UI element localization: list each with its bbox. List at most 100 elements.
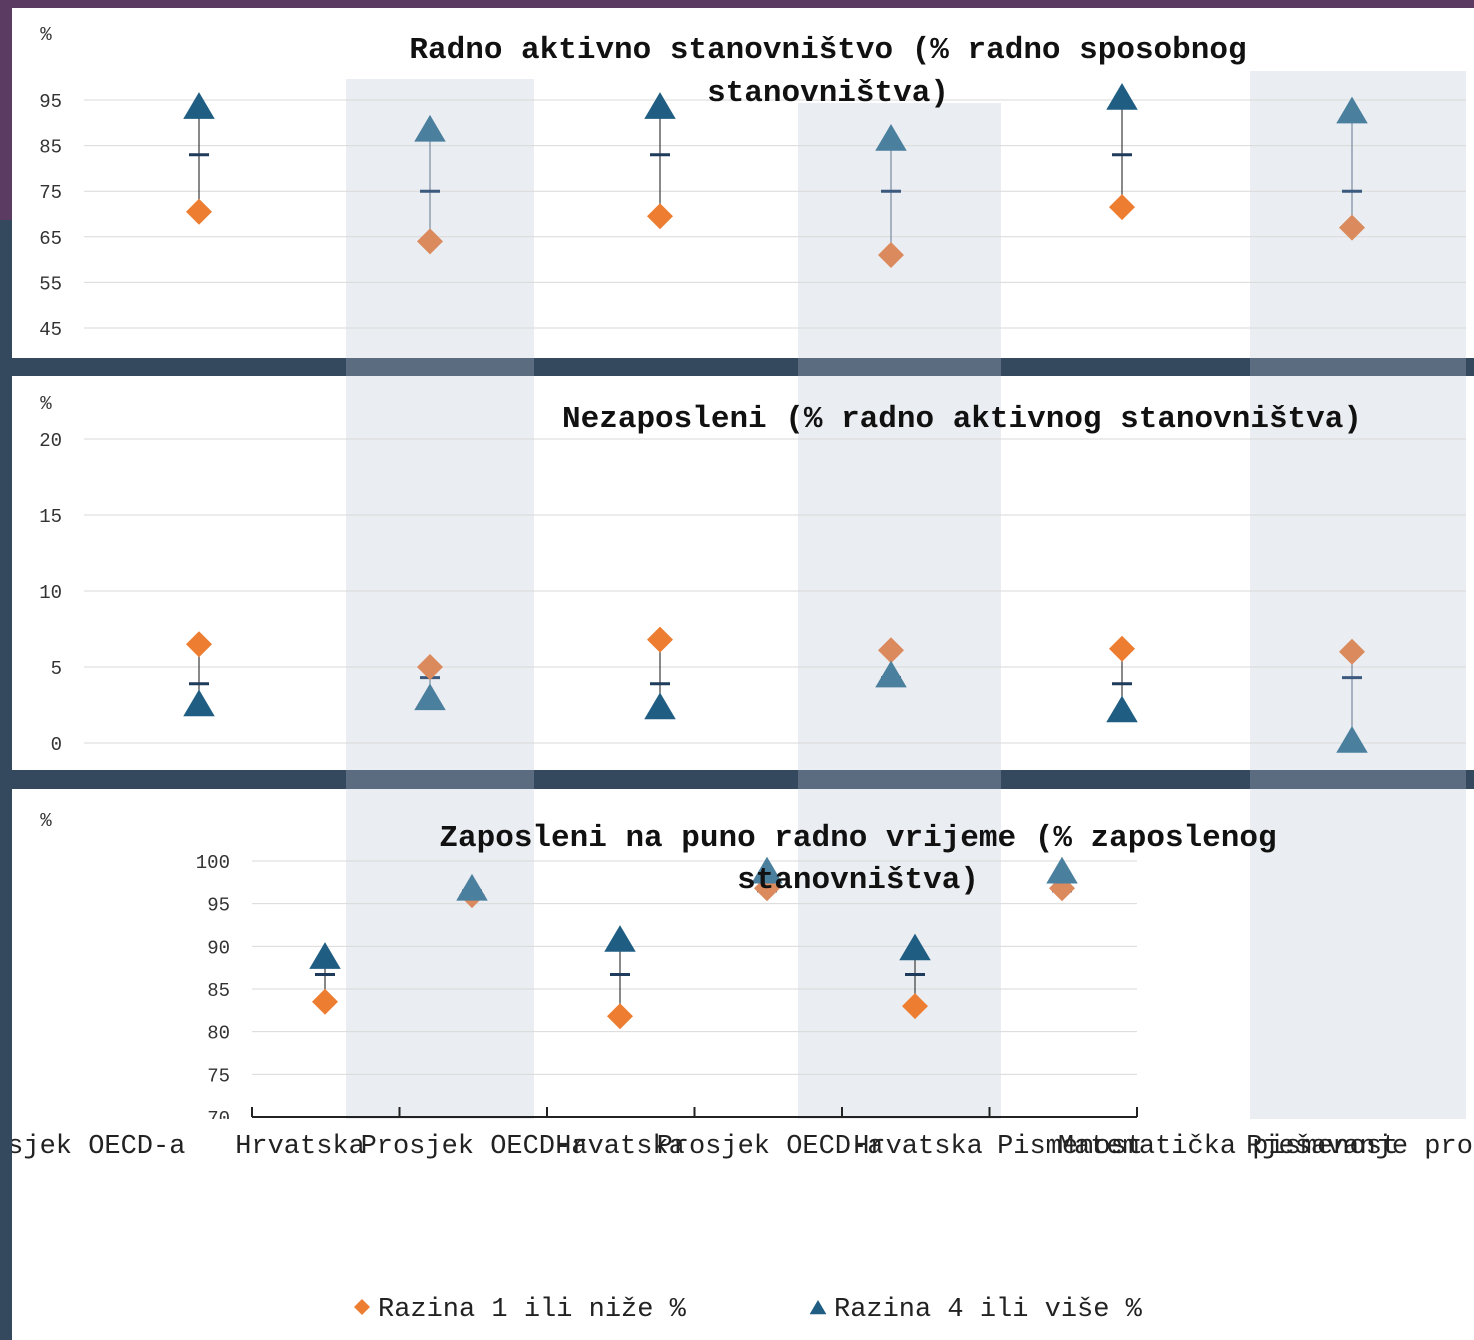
highlight-band-gap-bottom-3 <box>1250 770 1466 789</box>
y-tick-label: 75 <box>207 1065 230 1087</box>
left-decoration-strip <box>0 0 12 220</box>
level1-diamond <box>878 242 904 269</box>
x-category-label: Prosjek OECD-a <box>657 1132 884 1162</box>
level4-triangle <box>875 660 907 688</box>
chart-title-line: Radno aktivno stanovništvo (% radno spos… <box>409 33 1246 68</box>
level4-triangle <box>414 683 446 711</box>
legend-triangle-icon <box>809 1300 827 1315</box>
y-axis-label: % <box>40 810 52 832</box>
chart-title: Zaposleni na puno radno vrijeme (% zapos… <box>439 821 1276 898</box>
level4-triangle <box>604 925 636 952</box>
level1-diamond <box>1339 214 1365 241</box>
y-tick-label: 90 <box>207 937 230 959</box>
y-tick-label: 85 <box>207 980 230 1002</box>
legend-label: Razina 4 ili više % <box>834 1295 1143 1325</box>
highlight-band-2 <box>798 103 1001 1119</box>
highlight-band-gap-top-2 <box>798 358 1001 376</box>
highlight-band-1 <box>346 79 534 1119</box>
y-tick-label: 75 <box>39 182 62 204</box>
level1-diamond <box>186 631 212 658</box>
chart-plots: 45 55 65 75 85 95% Radno aktivno stanovništvo … <box>39 24 1466 1130</box>
highlight-band-gap-bottom-1 <box>346 770 534 789</box>
panel-2 <box>12 376 1474 770</box>
level4-triangle <box>183 92 215 119</box>
x-category-label: Hrvatska <box>235 1132 365 1162</box>
chart-panels <box>12 8 1474 1119</box>
y-tick-label: 5 <box>51 658 62 680</box>
x-category-label: Prosjek OECD-a <box>0 1132 185 1162</box>
level1-diamond <box>312 988 338 1015</box>
x-category-label: Matematička pismenost <box>1058 1132 1398 1162</box>
panel-1 <box>12 8 1474 358</box>
top-decoration-strip <box>0 0 1474 8</box>
chart-title-line: Nezaposleni (% radno aktivnog stanovništ… <box>562 402 1362 437</box>
legend-label: Razina 1 ili niže % <box>378 1295 687 1325</box>
level1-diamond <box>607 1003 633 1030</box>
chart-title-line: Zaposleni na puno radno vrijeme (% zapos… <box>439 821 1276 856</box>
level4-triangle <box>1046 856 1078 884</box>
y-tick-label: 100 <box>196 852 230 874</box>
y-tick-label: 10 <box>39 582 62 604</box>
level4-triangle <box>644 92 676 119</box>
y-tick-label: 80 <box>207 1023 230 1045</box>
level4-triangle <box>456 873 488 901</box>
level4-triangle <box>309 942 341 969</box>
y-tick-label: 20 <box>39 430 62 452</box>
chart-3: 707580859095100%Zaposleni na puno radno … <box>40 810 1276 1130</box>
highlight-band-gap-bottom-2 <box>798 770 1001 789</box>
chart-legend: Razina 1 ili niže % Razina 4 ili više % <box>354 1295 1143 1325</box>
bottom-panel <box>0 1119 1474 1340</box>
level1-diamond <box>417 654 443 680</box>
chart-title: Nezaposleni (% radno aktivnog stanovništ… <box>562 402 1362 437</box>
x-category-label: Rješavanje problema <box>1246 1132 1474 1162</box>
level4-triangle <box>1106 83 1138 110</box>
level1-diamond <box>417 228 443 255</box>
y-tick-label: 85 <box>39 137 62 159</box>
level4-triangle <box>751 856 783 884</box>
x-category-label: Hrvatska <box>853 1132 983 1162</box>
bottom-left-edge <box>0 1119 12 1340</box>
y-axis-label: % <box>40 24 52 46</box>
y-tick-label: 95 <box>207 895 230 917</box>
level1-diamond <box>647 203 673 230</box>
legend-diamond-icon <box>354 1299 370 1315</box>
highlight-band-gap-top-3 <box>1250 358 1466 376</box>
chart-title-line: stanovništva) <box>737 863 979 898</box>
level4-triangle <box>414 114 446 142</box>
level4-triangle <box>183 689 215 717</box>
level1-diamond <box>902 993 928 1020</box>
highlight-band-gap-top-1 <box>346 358 534 376</box>
x-category-label: Prosjek OECD-a <box>361 1132 588 1162</box>
level1-diamond <box>1109 194 1135 221</box>
chart-title: Radno aktivno stanovništvo (% radno spos… <box>409 33 1246 111</box>
panel-3 <box>12 789 1474 1119</box>
background-decoration <box>0 0 1474 220</box>
level1-diamond <box>878 637 904 664</box>
level4-triangle <box>1336 96 1368 124</box>
y-tick-label: 15 <box>39 506 62 528</box>
chart-1: 45 55 65 75 85 95% Radno aktivno stanovništvo … <box>39 24 1466 341</box>
y-tick-label: 45 <box>39 319 62 341</box>
level4-triangle <box>899 933 931 961</box>
level1-diamond <box>1339 638 1365 665</box>
level4-triangle <box>1336 726 1368 753</box>
level4-triangle <box>644 692 676 720</box>
level4-triangle <box>875 124 907 151</box>
x-category-label: Hrvatska <box>555 1132 685 1162</box>
y-tick-label: 95 <box>39 91 62 113</box>
y-tick-label: 55 <box>39 273 62 295</box>
level1-diamond <box>1109 635 1135 662</box>
highlight-band-3 <box>1250 71 1466 1119</box>
y-tick-label: 65 <box>39 228 62 250</box>
level1-diamond <box>647 626 673 653</box>
y-axis-label: % <box>40 393 52 415</box>
highlight-bands <box>346 71 1466 1119</box>
chart-title-line: stanovništva) <box>707 76 949 111</box>
chart-2: 0 5 10 15 20% Nezaposleni (% radno aktivnog s… <box>39 393 1466 756</box>
y-tick-label: 0 <box>51 734 62 756</box>
level4-triangle <box>1106 695 1138 723</box>
level1-diamond <box>186 198 212 225</box>
x-category-label: Pismenost <box>997 1132 1143 1162</box>
